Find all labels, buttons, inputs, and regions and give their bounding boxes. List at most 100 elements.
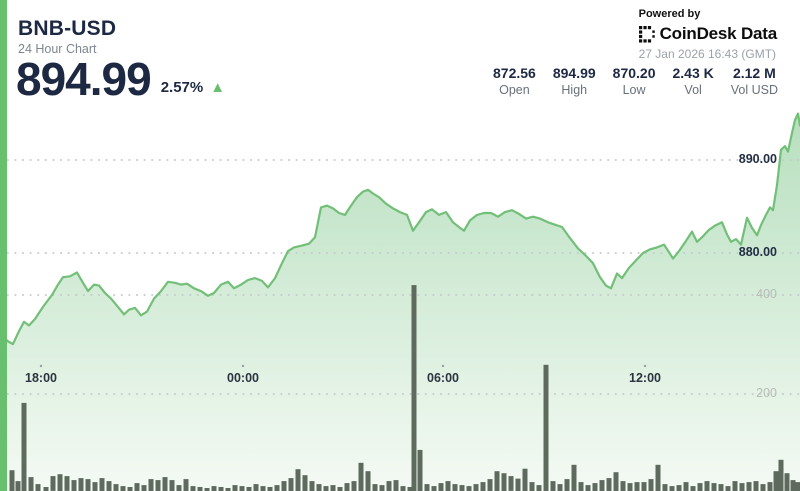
volume-bar bbox=[445, 481, 451, 491]
stats-row: 872.56 Open 894.99 High 870.20 Low 2.43 K Vol 2.… bbox=[493, 65, 778, 97]
volume-bar bbox=[15, 481, 21, 491]
volume-bar bbox=[148, 479, 154, 491]
powered-by-label: Powered by bbox=[638, 8, 701, 20]
volume-bar bbox=[606, 478, 612, 491]
volume-bar bbox=[620, 481, 626, 491]
volume-bar bbox=[487, 479, 493, 491]
stat-value: 870.20 bbox=[612, 65, 656, 81]
volume-bar bbox=[211, 486, 217, 491]
current-price: 894.99 bbox=[16, 53, 152, 105]
volume-bar bbox=[337, 487, 343, 491]
price-line bbox=[0, 112, 800, 346]
coindesk-logo-icon bbox=[638, 25, 655, 43]
volume-bar bbox=[571, 464, 577, 491]
x-tick-dot bbox=[241, 364, 245, 368]
volume-bar bbox=[662, 484, 668, 491]
volume-bar bbox=[288, 478, 294, 491]
stat-value: 872.56 bbox=[493, 65, 536, 81]
volume-bar bbox=[169, 480, 175, 491]
volume-bar bbox=[253, 484, 259, 491]
volume-bar bbox=[386, 481, 392, 491]
volume-bar bbox=[274, 485, 280, 491]
volume-bar bbox=[641, 482, 647, 491]
volume-bar bbox=[162, 477, 168, 491]
volume-bar bbox=[134, 483, 140, 491]
volume-bar bbox=[778, 459, 784, 491]
volume-bar bbox=[578, 482, 584, 491]
volume-bar bbox=[417, 449, 423, 491]
brand-name: CoinDesk Data bbox=[659, 24, 778, 43]
stat-label: Vol bbox=[684, 83, 702, 97]
volume-bar bbox=[529, 482, 535, 491]
volume-bar bbox=[379, 485, 385, 491]
stat-item: 2.43 K Vol bbox=[673, 65, 714, 97]
volume-bar bbox=[190, 486, 196, 491]
volume-bar bbox=[9, 470, 15, 491]
volume-bar bbox=[330, 485, 336, 491]
volume-bar bbox=[711, 483, 717, 491]
volume-bar bbox=[725, 486, 731, 491]
stat-item: 870.20 Low bbox=[613, 65, 656, 97]
volume-bar bbox=[613, 472, 619, 491]
stat-value: 894.99 bbox=[552, 65, 596, 81]
stat-label: Low bbox=[622, 83, 646, 97]
stat-label: High bbox=[561, 83, 588, 97]
volume-bar bbox=[50, 476, 56, 491]
volume-bar bbox=[85, 479, 91, 491]
volume-bar bbox=[795, 482, 800, 491]
volume-bar bbox=[295, 469, 301, 491]
volume-bar bbox=[28, 477, 34, 491]
volume-bar bbox=[316, 484, 322, 491]
volume-bar bbox=[564, 479, 570, 491]
volume-bar bbox=[599, 480, 605, 491]
page-title: BNB-USD bbox=[18, 17, 117, 40]
volume-bar bbox=[543, 364, 549, 491]
volume-bar bbox=[494, 471, 500, 491]
stat-value: 2.12 M bbox=[732, 65, 776, 81]
volume-bar bbox=[239, 486, 245, 491]
volume-bar bbox=[473, 484, 479, 491]
volume-bar bbox=[344, 483, 350, 491]
volume-bar bbox=[35, 484, 41, 491]
volume-bar bbox=[225, 488, 231, 491]
volume-bar bbox=[281, 481, 287, 491]
stat-value: 2.43 K bbox=[672, 65, 714, 81]
volume-bar bbox=[501, 473, 507, 491]
volume-bar bbox=[634, 482, 640, 491]
accent-stripe bbox=[0, 0, 7, 491]
stat-item: 2.12 M Vol USD bbox=[731, 65, 778, 97]
volume-bar bbox=[246, 487, 252, 491]
trend-up-icon: ▲ bbox=[210, 79, 226, 97]
stat-label: Open bbox=[499, 83, 530, 97]
volume-bar bbox=[120, 486, 126, 491]
volume-bar bbox=[592, 483, 598, 491]
volume-bar bbox=[197, 487, 203, 491]
volume-bar bbox=[480, 482, 486, 491]
volume-bar bbox=[267, 487, 273, 491]
volume-bar bbox=[309, 481, 315, 491]
volume-bar bbox=[784, 473, 790, 491]
volume-bar bbox=[64, 476, 70, 491]
volume-bar bbox=[57, 474, 63, 491]
volume-bar bbox=[676, 485, 682, 491]
volume-bar bbox=[627, 483, 633, 491]
price-area-fill bbox=[0, 113, 800, 491]
change-percent: 2.57% bbox=[160, 79, 204, 97]
volume-bar bbox=[522, 468, 528, 491]
volume-bar bbox=[697, 483, 703, 491]
volume-bar bbox=[739, 483, 745, 491]
volume-bar bbox=[557, 484, 563, 491]
volume-bar bbox=[302, 475, 308, 491]
stat-item: 894.99 High bbox=[553, 65, 596, 97]
volume-bar bbox=[43, 487, 49, 491]
volume-bar bbox=[204, 488, 210, 491]
chart-subtitle: 24 Hour Chart bbox=[18, 42, 97, 56]
volume-bar bbox=[431, 486, 437, 491]
volume-bar bbox=[773, 471, 779, 491]
volume-bar bbox=[704, 481, 710, 491]
coindesk-data-link[interactable]: CoinDesk Data bbox=[638, 24, 778, 44]
x-tick-dot bbox=[39, 364, 43, 368]
timestamp: 27 Jan 2026 16:43 (GMT) bbox=[638, 47, 777, 61]
